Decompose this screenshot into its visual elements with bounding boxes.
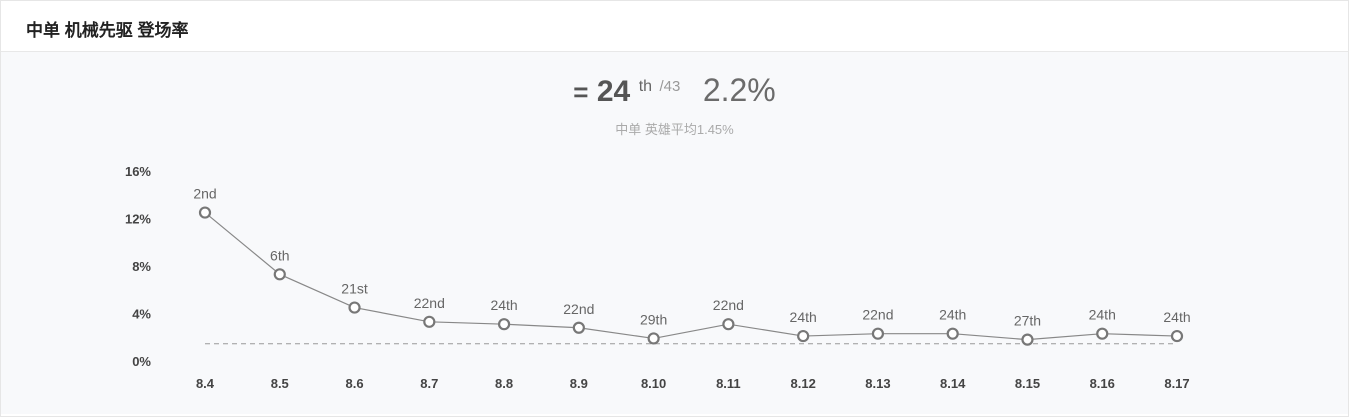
point-rank-label: 24th — [490, 297, 517, 313]
x-tick-label: 8.15 — [1015, 376, 1040, 391]
x-tick-label: 8.4 — [196, 376, 215, 391]
point-rank-label: 22nd — [862, 307, 893, 323]
point-rank-label: 24th — [1089, 307, 1116, 323]
x-tick-label: 8.12 — [791, 376, 816, 391]
panel-header: 中单 机械先驱 登场率 — [1, 1, 1348, 52]
data-point — [1021, 333, 1034, 346]
y-tick-label: 0% — [132, 354, 151, 369]
x-tick-label: 8.16 — [1090, 376, 1115, 391]
point-rank-label: 6th — [270, 247, 289, 263]
data-point — [1170, 329, 1184, 343]
point-rank-label: 22nd — [563, 301, 594, 317]
series-line — [204, 212, 1178, 341]
y-tick-label: 8% — [132, 259, 151, 274]
point-rank-label: 22nd — [414, 295, 445, 311]
x-tick-label: 8.14 — [940, 376, 966, 391]
average-subtitle: 中单 英雄平均1.45% — [615, 122, 734, 137]
point-rank-label: 24th — [939, 307, 966, 323]
data-point — [273, 268, 286, 281]
data-point — [423, 315, 436, 328]
rank-trend-symbol: = — [573, 77, 589, 107]
rank-suffix: th — [638, 78, 653, 95]
pick-rate-value: 2.2% — [702, 72, 776, 108]
x-tick-label: 8.6 — [346, 376, 364, 391]
data-point — [497, 318, 511, 331]
x-tick-label: 8.5 — [271, 376, 289, 391]
data-point — [348, 301, 361, 314]
x-tick-label: 8.7 — [420, 376, 438, 391]
data-point — [797, 329, 810, 343]
y-tick-label: 12% — [125, 212, 151, 227]
point-rank-label: 21st — [341, 281, 368, 297]
point-rank-label: 29th — [640, 311, 667, 327]
data-point — [1096, 327, 1109, 340]
data-point — [871, 327, 885, 340]
x-tick-label: 8.10 — [641, 376, 666, 391]
data-point — [647, 332, 660, 345]
point-rank-label: 24th — [790, 309, 817, 325]
y-tick-label: 4% — [132, 307, 151, 322]
point-rank-label: 27th — [1014, 313, 1041, 329]
data-point — [722, 318, 735, 331]
point-rank-label: 24th — [1163, 309, 1190, 325]
data-point — [572, 321, 585, 334]
x-tick-label: 8.11 — [716, 376, 741, 391]
panel-title: 中单 机械先驱 登场率 — [26, 21, 189, 40]
data-point — [946, 327, 959, 340]
x-tick-label: 8.9 — [570, 376, 588, 391]
point-rank-label: 2nd — [193, 186, 216, 202]
y-tick-label: 16% — [125, 164, 151, 179]
rank-summary: = 24 th /43 2.2% — [1, 72, 1348, 109]
point-rank-label: 22nd — [713, 297, 744, 313]
rank-total: /43 — [659, 78, 681, 95]
data-point — [198, 206, 212, 219]
x-tick-label: 8.13 — [865, 376, 890, 391]
x-tick-label: 8.17 — [1164, 376, 1189, 391]
x-tick-label: 8.8 — [495, 376, 513, 391]
chart-body: = 24 th /43 2.2% 中单 英雄平均1.45% — [1, 52, 1348, 414]
rank-number: 24 — [596, 75, 631, 108]
